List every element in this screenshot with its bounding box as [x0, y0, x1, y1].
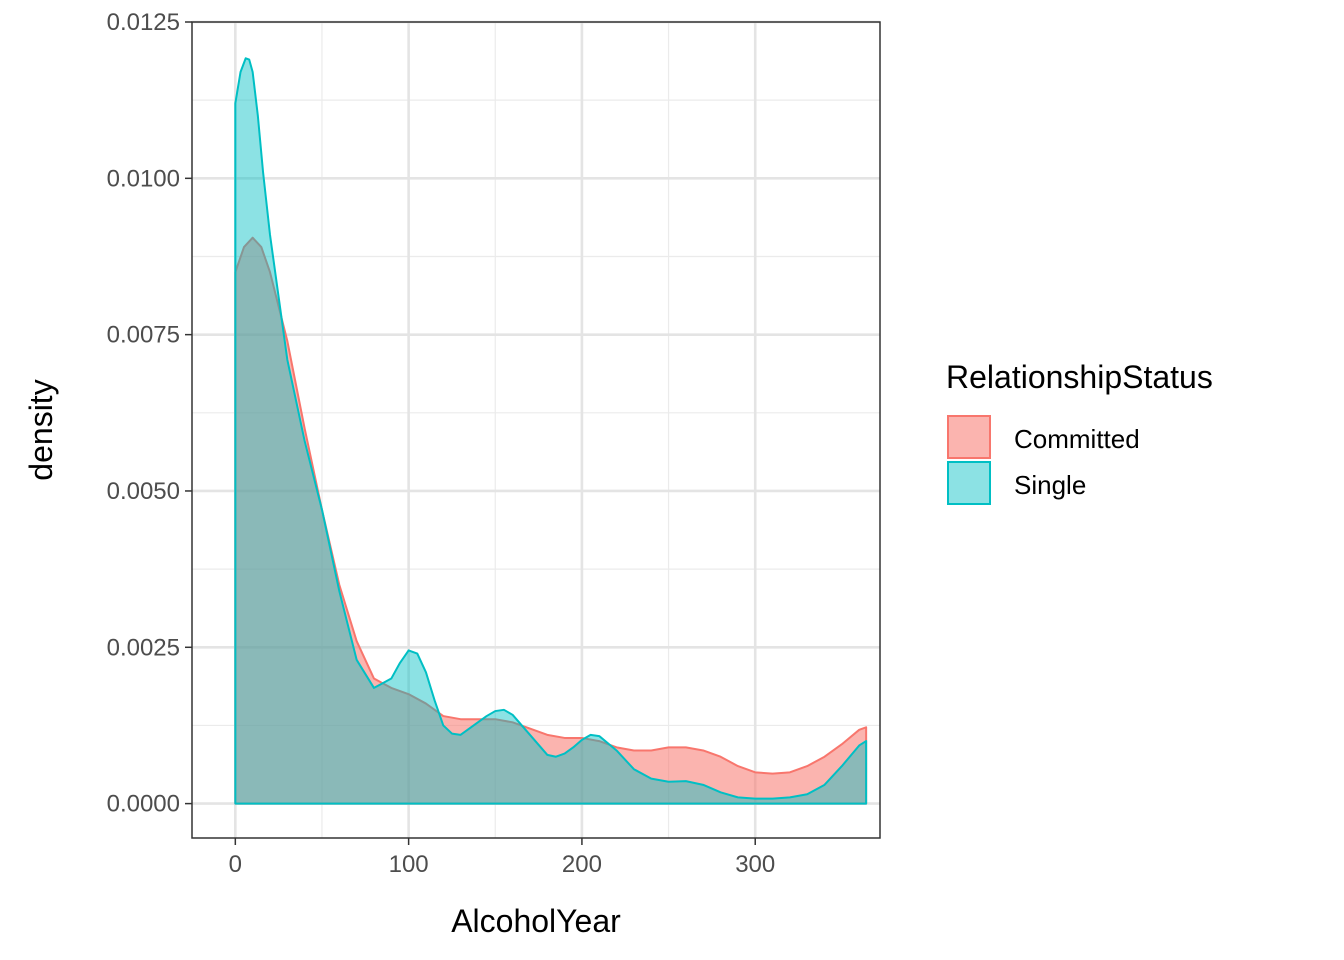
- y-tick-label: 0.0100: [107, 165, 180, 192]
- legend-title: RelationshipStatus: [946, 359, 1213, 395]
- legend-label-single: Single: [1014, 470, 1086, 500]
- density-area-single: [234, 57, 868, 805]
- y-tick-label: 0.0000: [107, 791, 180, 818]
- x-tick-label: 100: [389, 851, 429, 878]
- x-axis-title: AlcoholYear: [451, 903, 621, 939]
- legend: RelationshipStatus Committed Single: [946, 359, 1213, 505]
- legend-item-single: Single: [947, 461, 1086, 505]
- panel-border: [191, 21, 881, 839]
- y-tick-label: 0.0125: [107, 9, 180, 36]
- legend-item-committed: Committed: [947, 415, 1140, 459]
- y-tick-label: 0.0050: [107, 478, 180, 505]
- x-tick-label: 300: [735, 851, 775, 878]
- density-areas: [234, 57, 868, 805]
- legend-label-committed: Committed: [1014, 424, 1140, 454]
- legend-key-single: [947, 461, 991, 505]
- y-tick-label: 0.0075: [107, 322, 180, 349]
- x-axis: 0 100 200 300: [229, 838, 775, 878]
- y-axis: 0.0000 0.0025 0.0050 0.0075 0.0100 0.0125: [107, 9, 192, 818]
- y-tick-label: 0.0025: [107, 634, 180, 661]
- y-axis-title: density: [23, 379, 59, 480]
- density-area-committed: [234, 236, 868, 805]
- x-tick-label: 0: [229, 851, 242, 878]
- x-tick-label: 200: [562, 851, 602, 878]
- legend-key-committed: [947, 415, 991, 459]
